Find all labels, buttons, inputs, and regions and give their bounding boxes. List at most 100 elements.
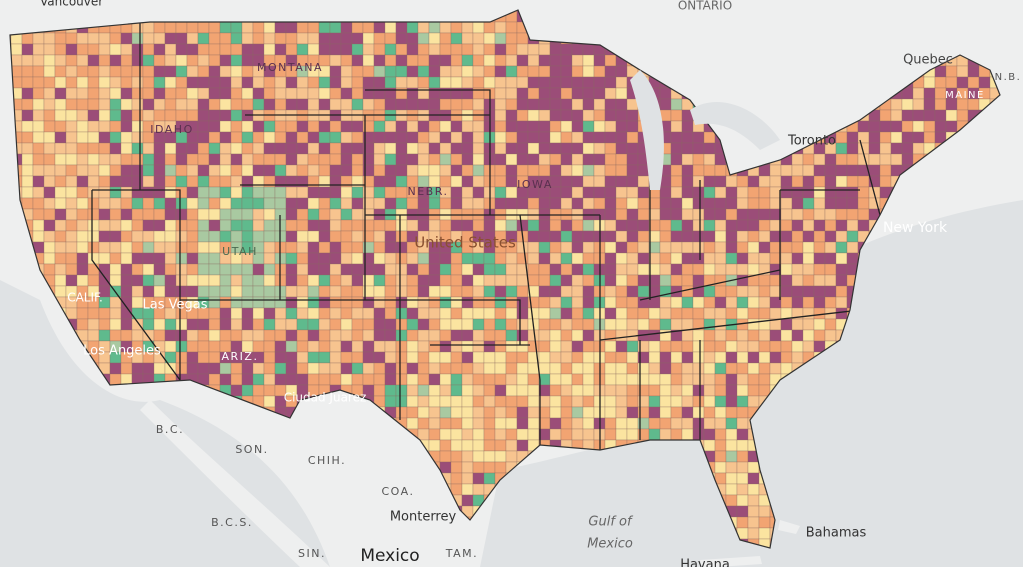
county-cell	[626, 285, 639, 298]
county-cell	[318, 208, 331, 221]
county-cell	[208, 43, 221, 56]
county-cell	[98, 142, 111, 155]
county-cell	[197, 164, 210, 177]
county-cell	[252, 76, 265, 89]
county-cell	[175, 175, 188, 188]
county-cell	[483, 32, 496, 45]
county-cell	[142, 186, 155, 199]
county-cell	[186, 230, 199, 243]
county-cell	[120, 186, 133, 199]
county-cell	[208, 76, 221, 89]
county-cell	[626, 296, 639, 309]
county-cell	[835, 263, 848, 276]
county-cell	[505, 65, 518, 78]
county-cell	[351, 120, 364, 133]
county-cell	[802, 263, 815, 276]
county-cell	[527, 428, 540, 441]
place-label: TAM.	[445, 547, 478, 560]
county-cell	[274, 142, 287, 155]
county-cell	[714, 175, 727, 188]
county-cell	[197, 153, 210, 166]
county-cell	[637, 197, 650, 210]
county-cell	[681, 307, 694, 320]
county-cell	[175, 208, 188, 221]
county-cell	[516, 98, 529, 111]
county-cell	[461, 373, 474, 386]
county-cell	[934, 109, 947, 122]
county-cell	[428, 362, 441, 375]
county-cell	[296, 318, 309, 331]
county-cell	[901, 109, 914, 122]
county-cell	[406, 307, 419, 320]
county-cell	[461, 120, 474, 133]
county-cell	[373, 230, 386, 243]
county-cell	[670, 164, 683, 177]
county-cell	[395, 65, 408, 78]
county-cell	[813, 296, 826, 309]
county-cell	[395, 142, 408, 155]
county-cell	[582, 164, 595, 177]
county-cell	[747, 472, 760, 485]
county-cell	[406, 373, 419, 386]
county-cell	[791, 329, 804, 342]
county-cell	[824, 318, 837, 331]
county-cell	[395, 384, 408, 397]
county-cell	[54, 241, 67, 254]
county-cell	[142, 263, 155, 276]
county-cell	[593, 131, 606, 144]
county-cell	[670, 274, 683, 287]
county-cell	[516, 32, 529, 45]
county-cell	[120, 120, 133, 133]
county-cell	[725, 252, 738, 265]
county-cell	[43, 65, 56, 78]
county-cell	[758, 186, 771, 199]
county-cell	[615, 230, 628, 243]
county-cell	[439, 461, 452, 474]
county-cell	[824, 252, 837, 265]
county-cell	[65, 32, 78, 45]
county-cell	[164, 285, 177, 298]
county-cell	[846, 142, 859, 155]
county-cell	[659, 98, 672, 111]
county-cell	[802, 296, 815, 309]
place-label: Los Angeles	[83, 344, 161, 359]
county-cell	[296, 263, 309, 276]
county-cell	[714, 263, 727, 276]
county-cell	[109, 263, 122, 276]
county-cell	[120, 252, 133, 265]
county-cell	[153, 54, 166, 67]
county-cell	[406, 252, 419, 265]
county-cell	[87, 307, 100, 320]
county-cell	[615, 428, 628, 441]
county-cell	[703, 296, 716, 309]
county-cell	[626, 186, 639, 199]
state-lines	[91, 20, 881, 450]
county-cell	[824, 285, 837, 298]
county-cell	[461, 274, 474, 287]
county-cell	[230, 164, 243, 177]
county-cell	[384, 98, 397, 111]
county-cell	[637, 230, 650, 243]
county-cell	[439, 428, 452, 441]
county-cell	[32, 109, 45, 122]
county-cell	[505, 296, 518, 309]
county-cell	[329, 219, 342, 232]
county-cell	[692, 241, 705, 254]
county-cell	[428, 153, 441, 166]
county-cell	[593, 197, 606, 210]
county-cell	[736, 373, 749, 386]
county-cell	[428, 142, 441, 155]
county-cell	[142, 98, 155, 111]
county-cell	[648, 428, 661, 441]
county-cell	[483, 307, 496, 320]
county-cell	[736, 450, 749, 463]
county-cell	[571, 241, 584, 254]
county-cell	[384, 307, 397, 320]
county-cell	[703, 340, 716, 353]
county-cell	[604, 351, 617, 364]
county-cell	[175, 164, 188, 177]
county-cell	[32, 87, 45, 100]
county-cell	[450, 428, 463, 441]
county-cell	[472, 395, 485, 408]
county-cell	[505, 21, 518, 34]
